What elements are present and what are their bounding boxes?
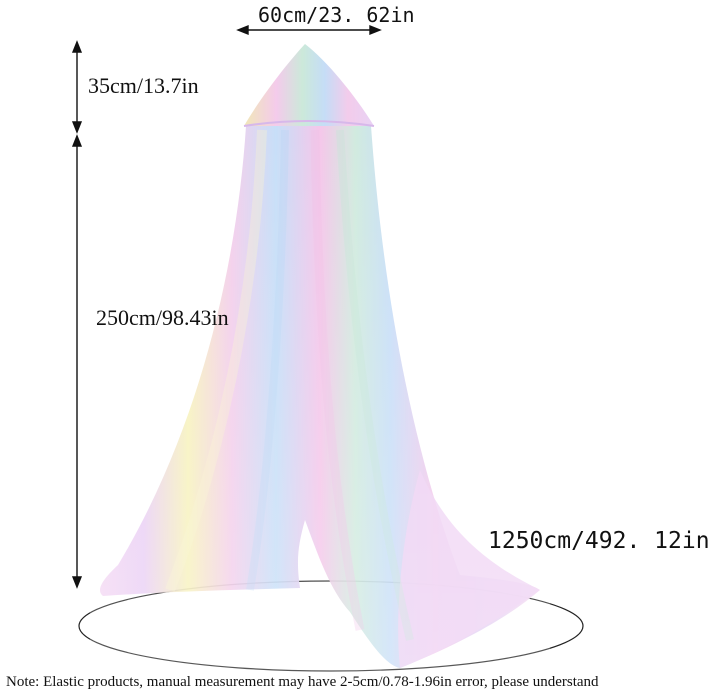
cone-height-arrow bbox=[71, 40, 83, 134]
top-width-arrow bbox=[236, 24, 382, 36]
circumference-label: 1250cm/492. 12in bbox=[488, 528, 710, 554]
canopy-rim bbox=[243, 120, 375, 127]
top-width-label: 60cm/23. 62in bbox=[258, 3, 415, 27]
canopy-cone bbox=[244, 44, 374, 126]
cone-height-label: 35cm/13.7in bbox=[88, 73, 199, 98]
body-height-label: 250cm/98.43in bbox=[96, 305, 229, 330]
measurement-note: Note: Elastic products, manual measureme… bbox=[6, 674, 599, 690]
body-height-arrow bbox=[71, 134, 83, 589]
